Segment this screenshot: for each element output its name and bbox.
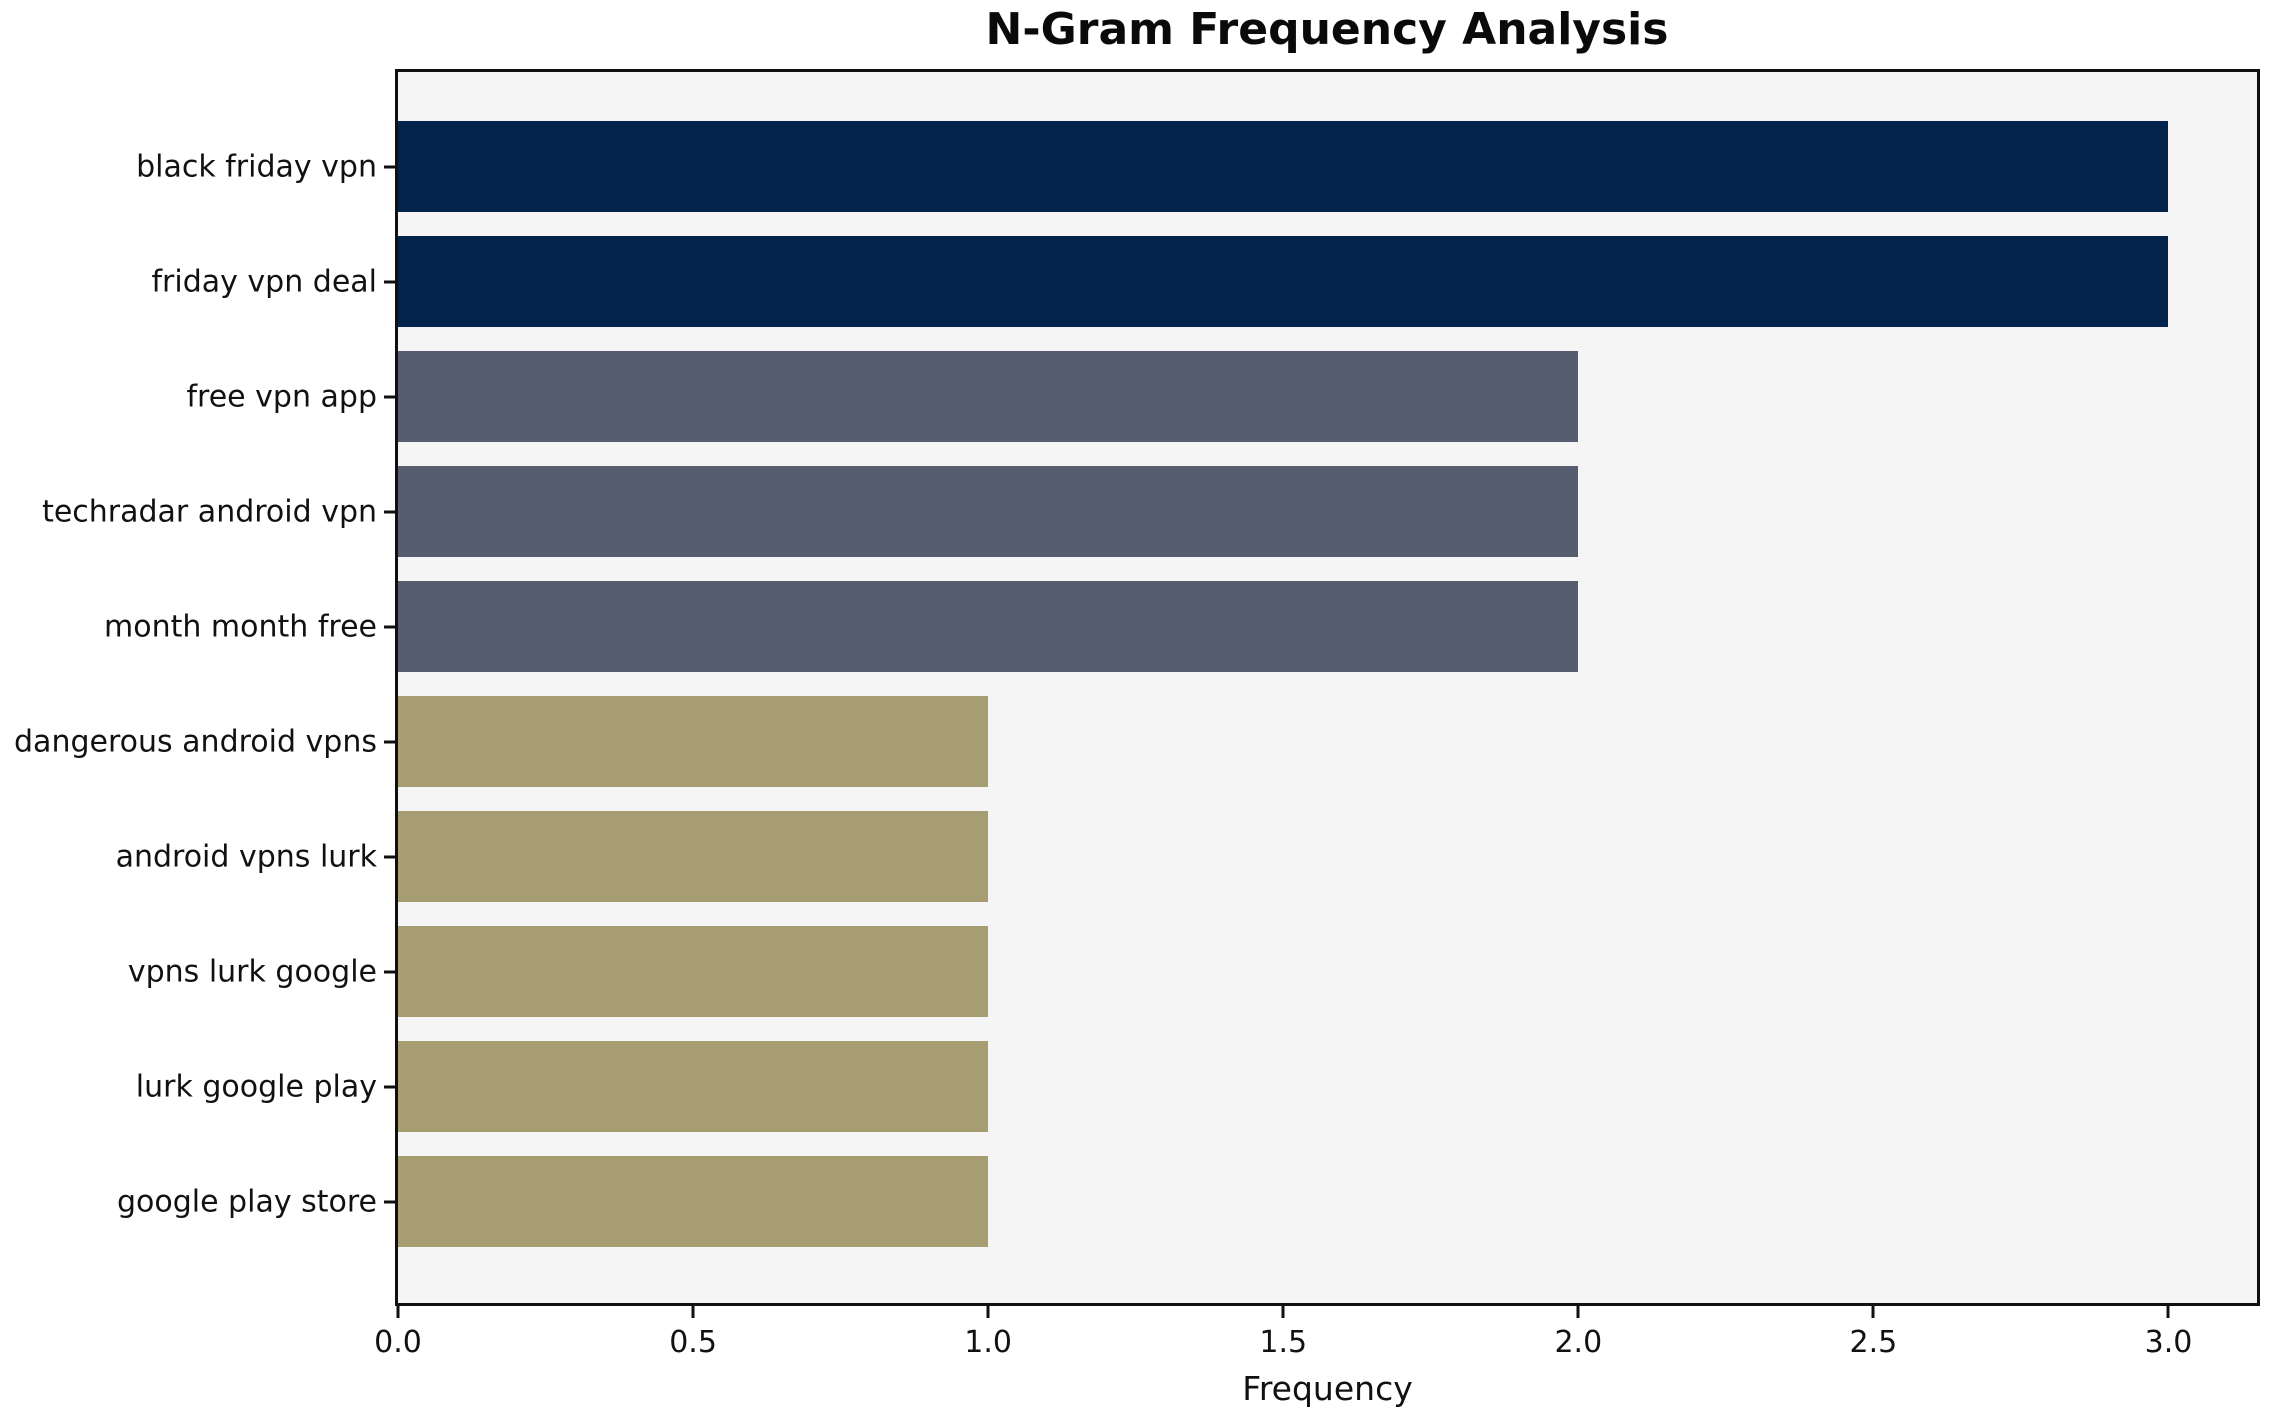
- y-tick-label: black friday vpn: [136, 149, 377, 185]
- bar-friday-vpn-deal: [398, 236, 2169, 328]
- x-tick-label: 1.5: [1259, 1325, 1308, 1360]
- x-tick-label: 1.0: [964, 1325, 1013, 1360]
- bar-techradar-android-vpn: [398, 466, 1579, 558]
- x-tick-mark: [1576, 1306, 1580, 1318]
- bar-lurk-google-play: [398, 1041, 989, 1133]
- y-tick-mark: [384, 395, 395, 399]
- y-tick-mark: [384, 510, 395, 514]
- x-tick-mark: [691, 1306, 695, 1318]
- x-tick-label: 2.5: [1849, 1325, 1898, 1360]
- y-tick-label: techradar android vpn: [42, 494, 377, 530]
- y-tick-label: free vpn app: [186, 379, 377, 415]
- x-axis-label: Frequency: [1242, 1369, 1413, 1408]
- bar-android-vpns-lurk: [398, 811, 989, 903]
- y-tick-label: friday vpn deal: [151, 264, 377, 300]
- x-tick-label: 0.0: [374, 1325, 422, 1360]
- y-tick-label: google play store: [116, 1184, 377, 1220]
- x-tick-mark: [1871, 1306, 1875, 1318]
- bar-google-play-store: [398, 1156, 989, 1248]
- bar-vpns-lurk-google: [398, 926, 989, 1018]
- y-tick-mark: [384, 625, 395, 629]
- x-tick-mark: [986, 1306, 990, 1318]
- y-tick-mark: [384, 280, 395, 284]
- y-tick-label: lurk google play: [135, 1069, 377, 1105]
- bar-dangerous-android-vpns: [398, 696, 989, 788]
- y-tick-label: vpns lurk google: [127, 954, 377, 990]
- y-tick-mark: [384, 970, 395, 974]
- bar-black-friday-vpn: [398, 121, 2169, 213]
- y-tick-label: month month free: [104, 609, 377, 645]
- bar-month-month-free: [398, 581, 1579, 673]
- x-tick-label: 3.0: [2144, 1325, 2193, 1360]
- x-tick-mark: [396, 1306, 400, 1318]
- x-tick-mark: [1281, 1306, 1285, 1318]
- chart-title: N-Gram Frequency Analysis: [985, 4, 1669, 55]
- y-tick-mark: [384, 1085, 395, 1089]
- plot-area: Frequency black friday vpn friday vpn dea…: [14, 69, 2260, 1408]
- y-tick-mark: [384, 855, 395, 859]
- x-tick-label: 2.0: [1554, 1325, 1603, 1360]
- y-tick-mark: [384, 1200, 395, 1204]
- y-tick-mark: [384, 740, 395, 744]
- bar-free-vpn-app: [398, 351, 1579, 443]
- y-tick-mark: [384, 165, 395, 169]
- y-tick-label: dangerous android vpns: [14, 724, 377, 760]
- x-tick-mark: [2166, 1306, 2170, 1318]
- x-tick-label: 0.5: [669, 1325, 717, 1360]
- y-tick-label: android vpns lurk: [115, 839, 377, 875]
